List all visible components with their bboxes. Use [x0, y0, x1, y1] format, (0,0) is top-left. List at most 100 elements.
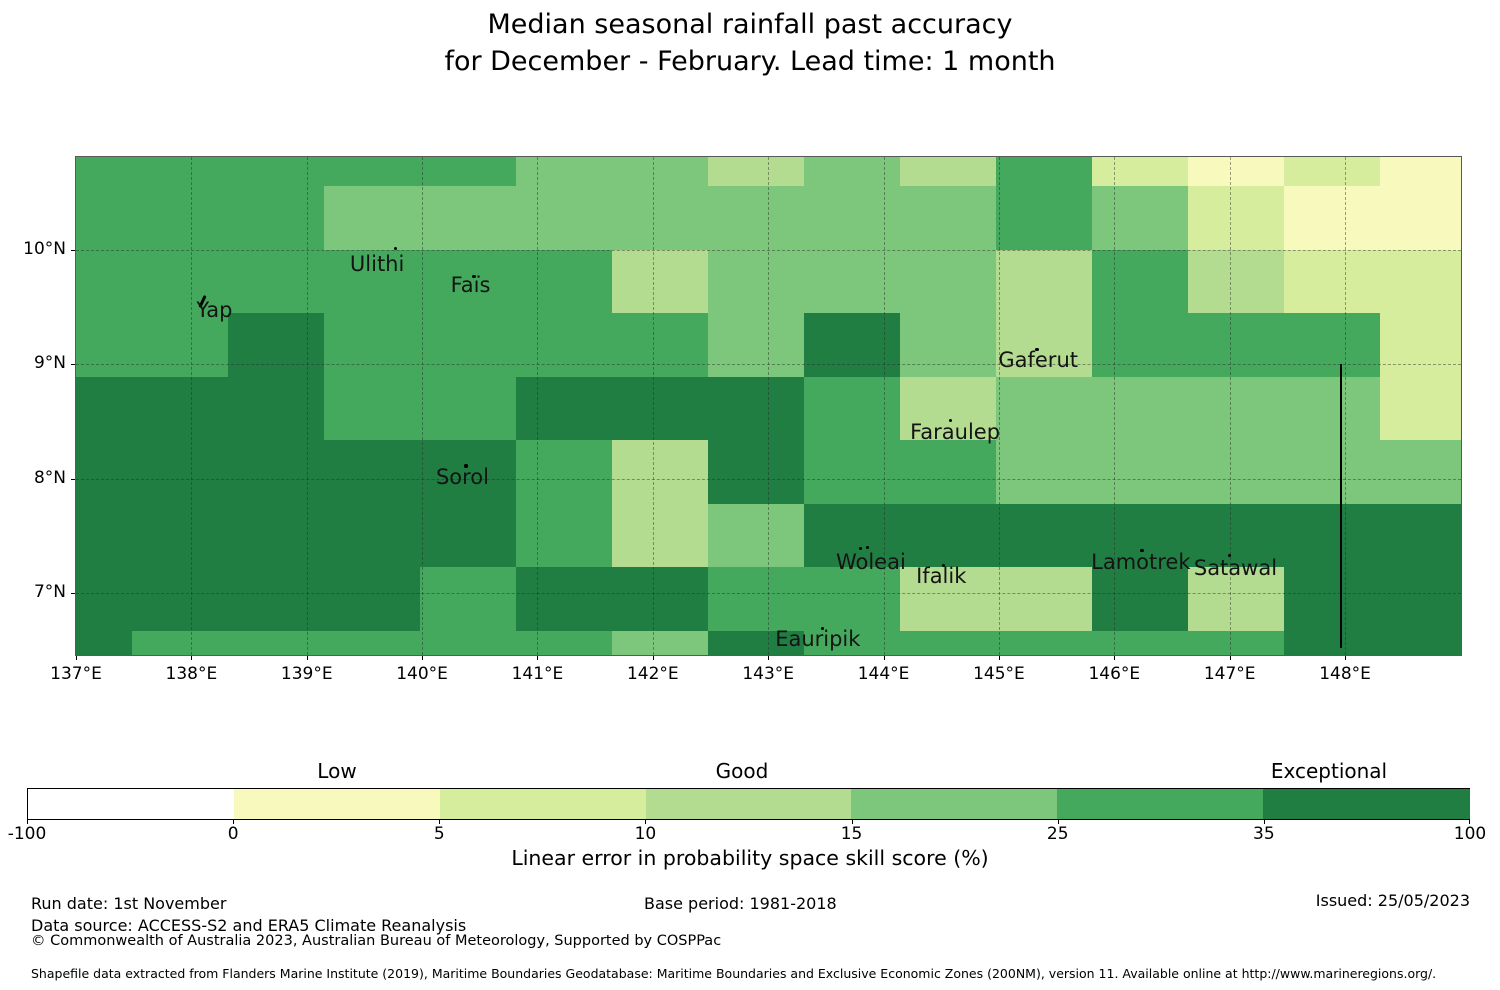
y-tick-label: 10°N — [23, 238, 66, 259]
map-cell — [707, 185, 805, 251]
map-cell — [131, 503, 229, 568]
map-cell — [899, 503, 997, 568]
colorbar-tick-label: 10 — [634, 824, 657, 844]
island-label-ulithi: Ulithi — [349, 251, 405, 276]
island-marker-woleai — [865, 545, 870, 549]
island-marker-satawal — [1228, 553, 1232, 557]
map-cell — [707, 157, 805, 187]
graticule-meridian — [883, 157, 885, 655]
chart-title-line2: for December - February. Lead time: 1 mo… — [444, 46, 1056, 77]
graticule-parallel — [76, 364, 1461, 366]
colorbar-segment — [28, 789, 235, 819]
x-tick — [537, 656, 539, 660]
map-cell — [1379, 630, 1461, 655]
map-cell — [76, 503, 133, 568]
y-tick — [71, 478, 75, 480]
map-cell — [131, 249, 229, 314]
island-label-eauripik: Eauripik — [775, 626, 861, 651]
graticule-meridian — [1229, 157, 1231, 655]
chart-title-line1: Median seasonal rainfall past accuracy — [487, 9, 1013, 40]
map-cell — [419, 249, 517, 314]
graticule-parallel — [76, 249, 1461, 251]
map-cell — [131, 439, 229, 505]
map-cell — [707, 630, 805, 655]
graticule-meridian — [998, 157, 1000, 655]
map-cell — [1091, 503, 1189, 568]
map-cell — [707, 503, 805, 568]
map-cell — [995, 157, 1093, 187]
x-tick — [652, 656, 654, 660]
island-label-ifalik: Ifalik — [916, 563, 967, 588]
map-cell — [227, 566, 325, 632]
map-cell — [995, 439, 1093, 505]
colorbar-tick-label: 15 — [840, 824, 863, 844]
base-period-text: Base period: 1981-2018 — [644, 894, 837, 913]
copyright-text: © Commonwealth of Australia 2023, Austra… — [31, 933, 722, 949]
map-cell — [995, 249, 1093, 314]
island-label-sorol: Sorol — [435, 465, 490, 490]
map-cell — [76, 157, 133, 187]
map-cell — [1187, 312, 1285, 378]
x-tick-label: 143°E — [742, 664, 795, 684]
map-cell — [611, 503, 709, 568]
colorbar-category-label: Good — [715, 759, 769, 783]
map-cell — [515, 503, 613, 568]
map-cell — [227, 185, 325, 251]
map-cell — [1187, 157, 1285, 187]
map-cell — [131, 566, 229, 632]
map-cell — [323, 439, 421, 505]
map-cell — [803, 503, 901, 568]
map-cell — [131, 185, 229, 251]
rainfall-accuracy-heatmap: Yap Ulithi Faïs Sorol Gaferut Faraulep Woleai I… — [76, 157, 1461, 655]
map-cell — [1379, 376, 1461, 441]
map-cell — [515, 376, 613, 441]
map-cell — [227, 157, 325, 187]
map-cell — [803, 439, 901, 505]
map-cell — [1283, 630, 1381, 655]
map-cell — [707, 312, 805, 378]
map-cell — [611, 249, 709, 314]
map-cell — [1379, 185, 1461, 251]
map-cell — [995, 185, 1093, 251]
map-cell — [515, 185, 613, 251]
colorbar-tick — [233, 820, 235, 824]
map-cell — [227, 630, 325, 655]
map-cell — [707, 249, 805, 314]
graticule-meridian — [306, 157, 308, 655]
island-label-faraulep: Faraulep — [910, 419, 1001, 444]
map-cell — [1187, 566, 1285, 632]
graticule-parallel — [76, 478, 1461, 480]
graticule-meridian — [537, 157, 539, 655]
island-marker-gaferut — [1035, 347, 1039, 351]
colorbar-segment — [851, 789, 1059, 819]
map-cell — [611, 157, 709, 187]
map-cell — [899, 376, 997, 441]
map-cell — [1091, 439, 1189, 505]
map-cell — [515, 630, 613, 655]
x-tick-label: 148°E — [1319, 664, 1371, 684]
colorbar-tick — [27, 820, 28, 824]
map-cell — [131, 312, 229, 378]
x-tick — [76, 656, 77, 660]
map-cell — [227, 439, 325, 505]
y-tick-label: 8°N — [33, 467, 66, 488]
map-cell — [1091, 249, 1189, 314]
map-cell — [1187, 630, 1285, 655]
issued-date-text: Issued: 25/05/2023 — [1315, 891, 1470, 910]
colorbar-tick-label: 25 — [1046, 824, 1069, 844]
colorbar-tick-label: -100 — [7, 824, 47, 844]
map-cell — [323, 503, 421, 568]
x-tick-label: 137°E — [50, 664, 102, 684]
map-cell — [1283, 503, 1381, 568]
map-cell — [323, 157, 421, 187]
map-cell — [803, 157, 901, 187]
graticule-parallel — [76, 592, 1461, 594]
map-cell — [899, 566, 997, 632]
colorbar-tick — [1263, 820, 1265, 824]
map-cell — [419, 630, 517, 655]
map-cell — [227, 376, 325, 441]
x-tick — [1229, 656, 1231, 660]
colorbar-tick — [645, 820, 647, 824]
map-cell — [1283, 185, 1381, 251]
y-tick — [71, 364, 75, 366]
